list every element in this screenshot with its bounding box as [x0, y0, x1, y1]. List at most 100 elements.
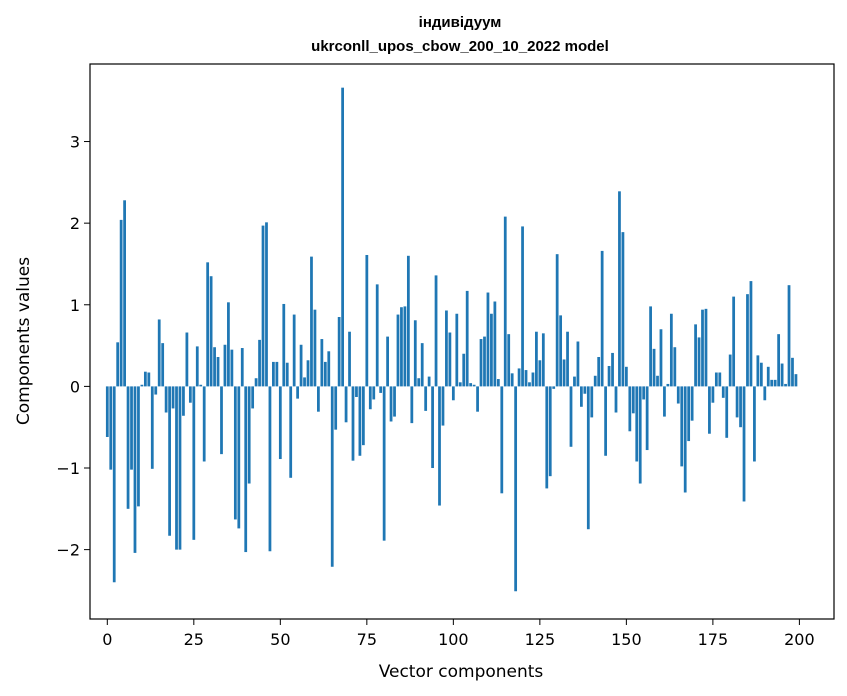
bar-18 — [168, 386, 171, 536]
bar-14 — [154, 386, 158, 395]
bar-20 — [175, 386, 178, 550]
bar-5 — [123, 200, 126, 387]
bar-105 — [469, 383, 473, 387]
bar-115 — [503, 216, 507, 387]
bar-61 — [317, 386, 320, 412]
bar-176 — [714, 372, 718, 387]
y-tick-label: 2 — [70, 214, 80, 233]
bar-123 — [531, 372, 535, 387]
bar-33 — [220, 386, 223, 455]
bar-147 — [614, 386, 618, 413]
bar-162 — [666, 383, 670, 387]
bar-48 — [272, 361, 275, 387]
bar-21 — [178, 386, 182, 550]
bar-50 — [278, 386, 282, 460]
bar-65 — [330, 386, 334, 567]
bar-69 — [344, 386, 348, 423]
plot-frame — [89, 63, 835, 620]
bar-150 — [624, 366, 628, 387]
bar-157 — [649, 306, 652, 387]
bar-127 — [545, 386, 549, 489]
bar-165 — [676, 386, 680, 404]
bar-116 — [507, 334, 511, 387]
bar-2 — [112, 386, 116, 583]
bar-195 — [780, 363, 784, 387]
chart-title: індивідуум — [419, 14, 502, 31]
bar-40 — [244, 386, 248, 553]
bar-138 — [583, 386, 587, 394]
bar-10 — [140, 384, 144, 387]
x-axis-ticks: 0 25 50 75 100 125 150 175 200 — [102, 619, 815, 649]
bar-1 — [109, 386, 113, 470]
bar-171 — [697, 337, 701, 387]
bar-122 — [528, 382, 531, 387]
bar-88 — [410, 386, 414, 424]
bar-77 — [372, 386, 376, 400]
bar-141 — [593, 375, 597, 387]
y-tick-label: −1 — [56, 459, 80, 478]
bar-0 — [105, 386, 109, 437]
bar-11 — [143, 371, 147, 387]
bar-190 — [763, 386, 767, 401]
bar-155 — [642, 386, 646, 400]
bar-178 — [721, 386, 725, 398]
bar-172 — [701, 309, 704, 387]
bar-142 — [597, 357, 601, 387]
bar-188 — [756, 355, 760, 387]
bar-41 — [247, 386, 251, 484]
bar-59 — [310, 256, 313, 387]
bar-30 — [209, 276, 213, 387]
bar-194 — [777, 334, 781, 387]
bar-28 — [202, 386, 206, 462]
bar-74 — [361, 386, 365, 446]
x-tick-label: 25 — [184, 630, 204, 649]
bar-183 — [739, 386, 742, 428]
x-tick-label: 75 — [357, 630, 377, 649]
bar-164 — [673, 347, 677, 387]
bar-84 — [396, 314, 400, 387]
x-tick-label: 175 — [698, 630, 729, 649]
bar-154 — [638, 386, 642, 484]
bar-46 — [265, 222, 268, 387]
bar-156 — [645, 386, 649, 451]
bar-36 — [230, 349, 234, 387]
bar-56 — [299, 344, 303, 387]
bar-51 — [282, 303, 286, 387]
bar-173 — [704, 308, 708, 387]
bar-99 — [448, 332, 452, 387]
bar-135 — [573, 376, 576, 387]
bar-151 — [628, 386, 632, 432]
x-tick-label: 125 — [525, 630, 556, 649]
bar-130 — [555, 254, 559, 387]
bar-25 — [192, 386, 196, 540]
bar-143 — [600, 250, 604, 387]
bar-96 — [438, 386, 441, 506]
bar-3 — [116, 342, 120, 387]
bar-34 — [223, 344, 227, 387]
bar-78 — [375, 284, 379, 387]
bar-76 — [368, 386, 372, 410]
y-tick-label: −2 — [56, 541, 80, 560]
bar-177 — [718, 372, 722, 387]
bar-79 — [379, 386, 383, 393]
bar-191 — [766, 366, 770, 387]
bar-100 — [451, 386, 455, 401]
y-axis-ticks: −2 −1 0 1 2 3 — [56, 133, 90, 560]
bars-group — [105, 87, 798, 592]
x-axis-label: Vector components — [379, 662, 544, 682]
bar-92 — [424, 386, 428, 411]
y-tick-label: 3 — [70, 133, 80, 152]
bar-117 — [510, 373, 514, 387]
bar-174 — [708, 386, 711, 434]
bar-161 — [663, 386, 666, 417]
x-tick-label: 100 — [438, 630, 469, 649]
bar-101 — [455, 313, 459, 387]
bar-38 — [237, 386, 241, 529]
bar-160 — [659, 329, 663, 387]
bar-87 — [406, 255, 410, 387]
bar-129 — [552, 386, 556, 389]
bar-170 — [694, 324, 697, 387]
bar-126 — [541, 333, 545, 387]
bar-82 — [389, 386, 393, 422]
bar-60 — [313, 309, 317, 387]
